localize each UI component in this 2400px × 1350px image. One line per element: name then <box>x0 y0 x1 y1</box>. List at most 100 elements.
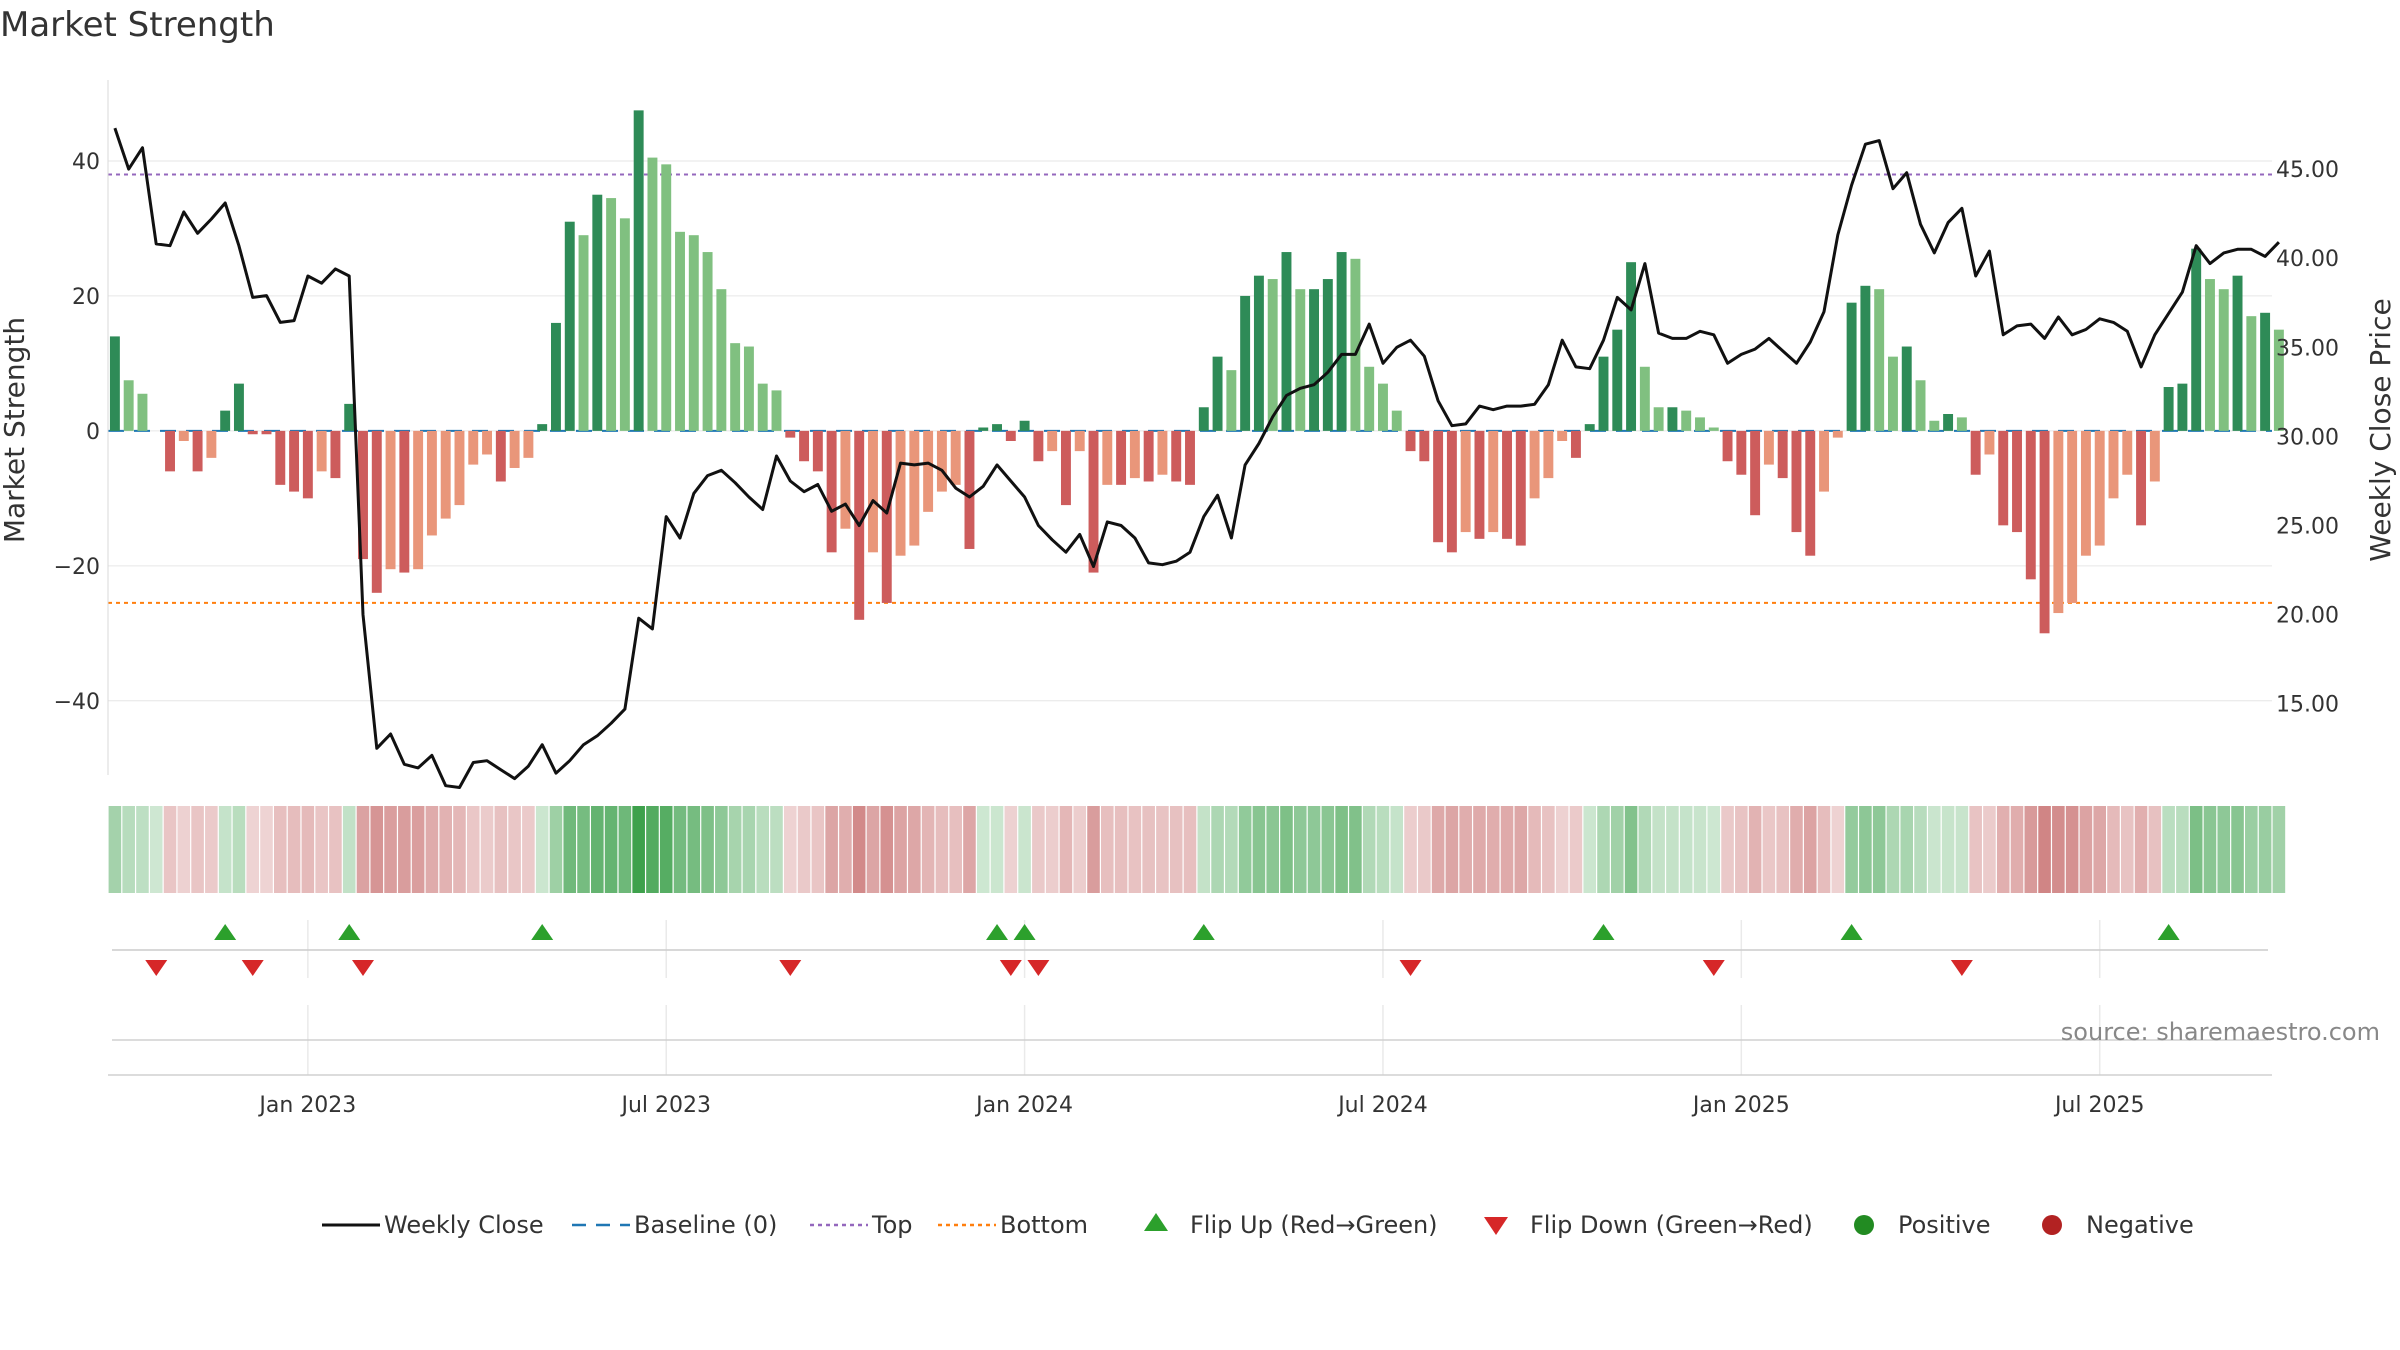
strength-bar <box>1846 302 1857 431</box>
x-axis: Jan 2023 Jul 2023 Jan 2024 Jul 2024 Jan 2025… <box>108 1039 2272 1118</box>
strength-bar <box>316 430 327 472</box>
strength-strip-cell <box>1059 806 1073 893</box>
strength-strip-cell <box>411 806 425 893</box>
strength-bar <box>1860 285 1871 431</box>
strength-bar <box>1695 417 1705 431</box>
flip-up-marker <box>1592 924 1615 940</box>
strength-strip-cell <box>1376 806 1390 893</box>
legend-item-dot-red: Negative <box>2042 1211 2194 1239</box>
strength-strip-cell <box>1776 806 1789 893</box>
strength-bar <box>619 218 630 431</box>
strength-bar <box>771 390 782 431</box>
strength-strip-cell <box>1211 806 1224 893</box>
strength-bar <box>1819 430 1830 492</box>
strength-bar <box>1750 430 1761 516</box>
legend-label: Baseline (0) <box>634 1211 777 1239</box>
strength-bar <box>550 322 561 431</box>
strength-strip-cell <box>839 806 852 893</box>
strength-strip-cell <box>1473 806 1486 893</box>
strength-strip-cell <box>1404 806 1417 893</box>
strength-strip-cell <box>659 806 673 893</box>
legend-item-dotted-orange: Bottom <box>938 1211 1088 1239</box>
strength-strip-cell <box>825 806 838 893</box>
strength-strip-cell <box>2065 806 2079 893</box>
flip-up-marker <box>1013 924 1036 940</box>
strength-strip-cell <box>1721 806 1734 893</box>
strength-bar <box>799 430 810 462</box>
strength-strip-cell <box>577 806 590 893</box>
strength-strip-cell <box>1955 806 1969 893</box>
strength-strip-cell <box>1142 806 1155 893</box>
strength-strip-cell <box>2203 806 2217 893</box>
strength-bar <box>716 289 727 431</box>
strength-bar <box>702 252 713 431</box>
strength-bar <box>1474 430 1485 539</box>
strength-bar <box>688 235 699 431</box>
strength-bar <box>1653 407 1664 431</box>
strength-bar <box>812 430 823 472</box>
strength-strip-cell <box>1569 806 1583 893</box>
grid-lines <box>108 160 2272 1075</box>
strength-bar <box>964 430 975 549</box>
strength-bar <box>1405 430 1416 452</box>
strength-bar <box>123 380 134 431</box>
strength-strip-cell <box>742 806 756 893</box>
strength-strip-cell <box>783 806 797 893</box>
legend-label: Positive <box>1898 1211 1991 1239</box>
strength-strip-cell <box>618 806 632 893</box>
strength-bar <box>1419 430 1430 462</box>
y2-tick-label: 25.00 <box>2276 515 2339 540</box>
strength-strip-cell <box>770 806 783 893</box>
strength-bar <box>344 403 355 431</box>
strength-strip-cell <box>1969 806 1982 893</box>
y2-tick-label: 30.00 <box>2276 425 2339 450</box>
strength-bar <box>1060 430 1071 506</box>
strength-bar <box>936 430 947 492</box>
strength-strip-cell <box>1652 806 1665 893</box>
strength-bar <box>1074 430 1085 452</box>
strength-bar <box>1639 366 1650 431</box>
strength-bar <box>992 424 1002 431</box>
legend: Weekly Close Baseline (0) Top Bottom Flip Up… <box>322 1211 2194 1239</box>
strength-bar <box>275 430 286 485</box>
strength-strip-cell <box>1900 806 1914 893</box>
legend-triangle-up-icon <box>1144 1213 1168 1231</box>
strength-bar <box>923 430 934 512</box>
strength-bar <box>1185 430 1195 485</box>
strength-strip-cell <box>1486 806 1500 893</box>
strength-strip-cell <box>246 806 260 893</box>
strength-bar <box>1943 414 1954 431</box>
strength-strip-cell <box>1266 806 1279 893</box>
strength-bar <box>1708 427 1719 431</box>
strength-strip-cell <box>1087 806 1100 893</box>
x-tick-label: Jul 2024 <box>1336 1093 1428 1118</box>
strength-strip-cell <box>1390 806 1404 893</box>
strength-strip-cell <box>1597 806 1610 893</box>
strength-strip-cell <box>715 806 728 893</box>
strength-strip-cell <box>1679 806 1693 893</box>
strength-bar <box>1446 430 1457 553</box>
strength-bar <box>233 383 244 431</box>
legend-item-dashed: Baseline (0) <box>572 1211 777 1239</box>
strength-strip-cell <box>232 806 246 893</box>
strength-bar <box>592 194 603 431</box>
strength-strip-cell <box>301 806 315 893</box>
strength-strip-cell <box>274 806 287 893</box>
legend-item-line: Weekly Close <box>322 1211 544 1239</box>
strength-strip-cell <box>1018 806 1031 893</box>
strength-strip-cell <box>2162 806 2175 893</box>
strength-strip-cell <box>1693 806 1707 893</box>
legend-label: Bottom <box>1000 1211 1088 1239</box>
y2-tick-label: 45.00 <box>2276 158 2339 183</box>
strength-bar <box>371 430 382 593</box>
strength-bar <box>633 110 644 431</box>
strength-bar <box>757 383 768 431</box>
flip-down-marker <box>145 960 168 976</box>
weekly-close-line <box>113 127 2280 789</box>
strength-bar <box>1116 430 1127 485</box>
strength-bar <box>1488 430 1499 533</box>
strength-bar <box>606 198 617 431</box>
strength-strip-cell <box>425 806 439 893</box>
strength-bar <box>730 343 741 431</box>
y-tick-label: −40 <box>54 690 100 715</box>
